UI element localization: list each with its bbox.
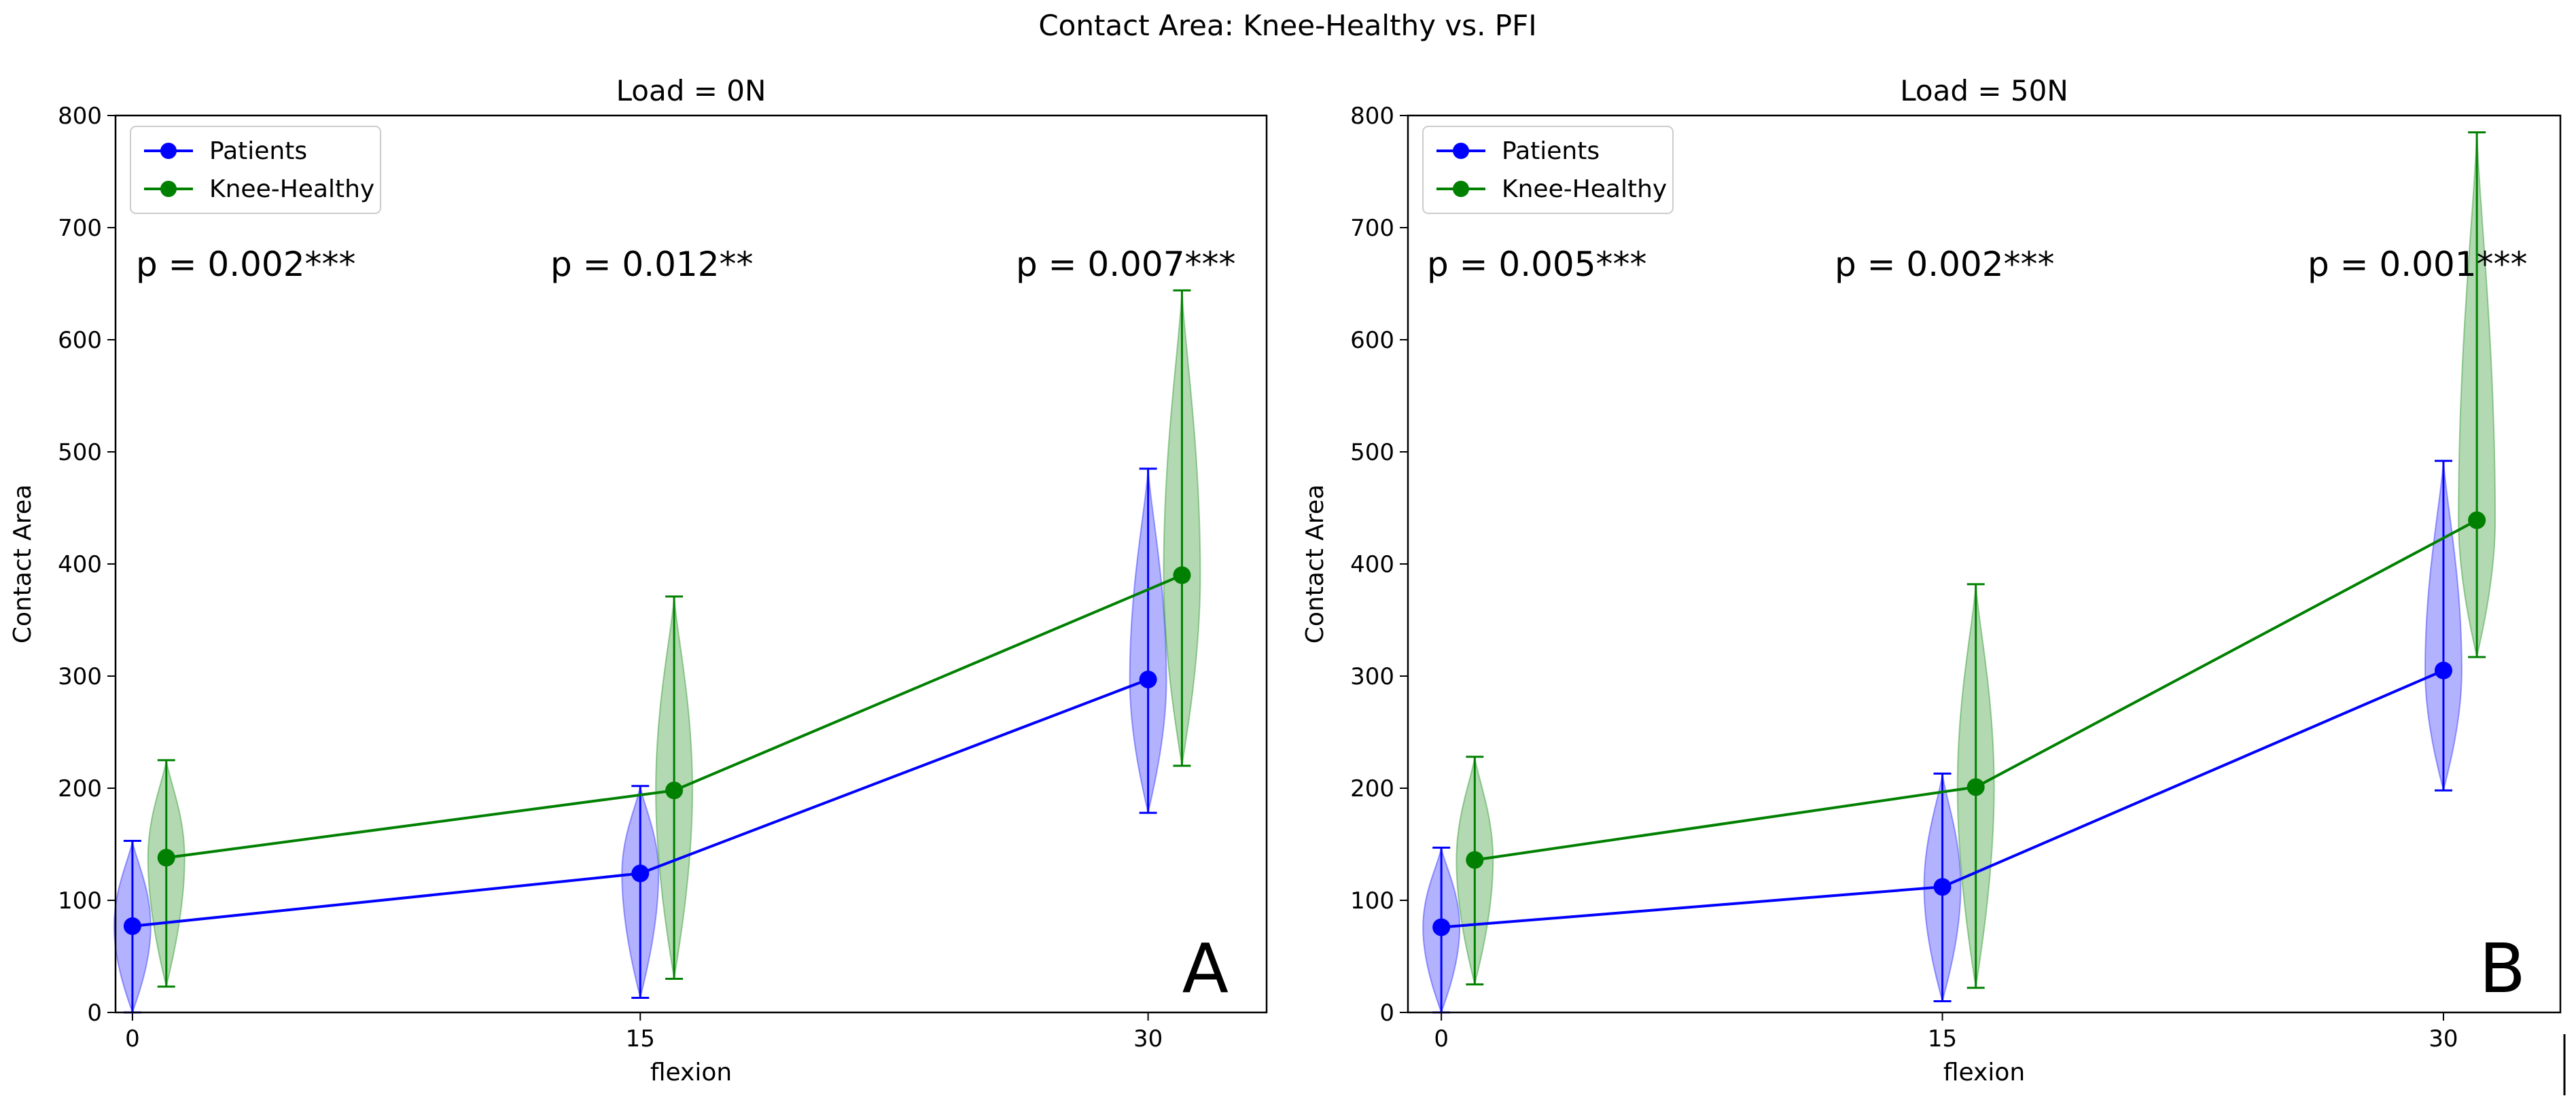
x-tick-label: 0 [125, 1025, 140, 1053]
p-value: p = 0.005*** [1427, 245, 1647, 284]
p-value: p = 0.002*** [1835, 245, 2055, 284]
y-tick-label: 100 [58, 887, 102, 915]
y-axis-label: Contact Area [1301, 484, 1329, 643]
y-tick-label: 700 [58, 215, 102, 242]
y-tick-label: 600 [58, 327, 102, 354]
y-tick-label: 300 [1350, 663, 1394, 690]
axes-frame [114, 114, 1268, 1014]
legend-marker [1453, 143, 1469, 159]
p-value: p = 0.001*** [2308, 245, 2528, 284]
data-point-b-0-1 [1933, 878, 1952, 896]
panel-b: Load = 50N 0 100 200 300 400 500 600 700 800 0 15 30… [1301, 74, 2562, 1086]
panel-a: Load = 0N 0 100 200 300 400 500 600 700 800 0 15 30 f… [9, 74, 1268, 1086]
legend: Patients Knee-Healthy [130, 126, 381, 214]
data-point-a-0-1 [631, 864, 650, 883]
y-tick-label: 0 [1379, 1000, 1394, 1027]
y-tick-label: 800 [1350, 103, 1394, 130]
legend-label: Patients [209, 137, 307, 165]
panel-title: Load = 0N [616, 74, 766, 107]
panel-letter: A [1182, 929, 1229, 1008]
legend-label: Knee-Healthy [209, 175, 374, 203]
y-tick-label: 0 [87, 1000, 102, 1027]
legend-label: Knee-Healthy [1502, 175, 1667, 203]
legend-label: Patients [1502, 137, 1600, 165]
y-tick-label: 400 [1350, 551, 1394, 578]
data-point-b-1-2 [2468, 511, 2486, 529]
data-point-a-1-0 [157, 849, 175, 867]
legend: Patients Knee-Healthy [1422, 126, 1674, 214]
y-axis-label: Contact Area [9, 484, 37, 643]
axes-frame [1407, 114, 2562, 1014]
y-tick-label: 700 [1350, 215, 1394, 242]
legend-marker [1453, 181, 1469, 197]
p-value: p = 0.002*** [136, 245, 356, 284]
data-point-b-0-2 [2434, 661, 2452, 679]
data-point-a-0-2 [1139, 670, 1157, 688]
p-value: p = 0.007*** [1016, 245, 1236, 284]
x-tick-label: 15 [1928, 1025, 1957, 1053]
y-tick-label: 800 [58, 103, 102, 130]
legend-marker [160, 181, 177, 197]
data-point-a-0-0 [123, 917, 141, 935]
x-axis-label: flexion [1943, 1059, 2025, 1086]
y-tick-label: 200 [1350, 775, 1394, 802]
y-tick-label: 500 [1350, 439, 1394, 466]
legend-marker [160, 143, 177, 159]
data-point-b-1-0 [1466, 851, 1484, 869]
data-point-b-0-0 [1432, 918, 1451, 936]
y-tick-label: 200 [58, 775, 102, 802]
x-axis-label: flexion [650, 1059, 732, 1086]
data-point-a-1-2 [1173, 566, 1191, 584]
y-tick-label: 600 [1350, 327, 1394, 354]
y-tick-label: 100 [1350, 887, 1394, 915]
legend-box [1422, 126, 1674, 214]
data-point-b-1-1 [1966, 778, 1985, 796]
y-tick-label: 300 [58, 663, 102, 690]
y-tick-label: 400 [58, 551, 102, 578]
figure-title: Contact Area: Knee-Healthy vs. PFI [1038, 9, 1536, 42]
data-point-a-1-1 [665, 781, 684, 800]
x-tick-label: 30 [1133, 1025, 1163, 1053]
p-value: p = 0.012** [550, 245, 754, 284]
x-tick-label: 0 [1434, 1025, 1449, 1053]
legend-box [130, 126, 381, 214]
panel-letter: B [2479, 929, 2526, 1008]
x-tick-label: 30 [2429, 1025, 2458, 1053]
x-tick-label: 15 [626, 1025, 655, 1053]
panel-title: Load = 50N [1900, 74, 2068, 107]
y-tick-label: 500 [58, 439, 102, 466]
